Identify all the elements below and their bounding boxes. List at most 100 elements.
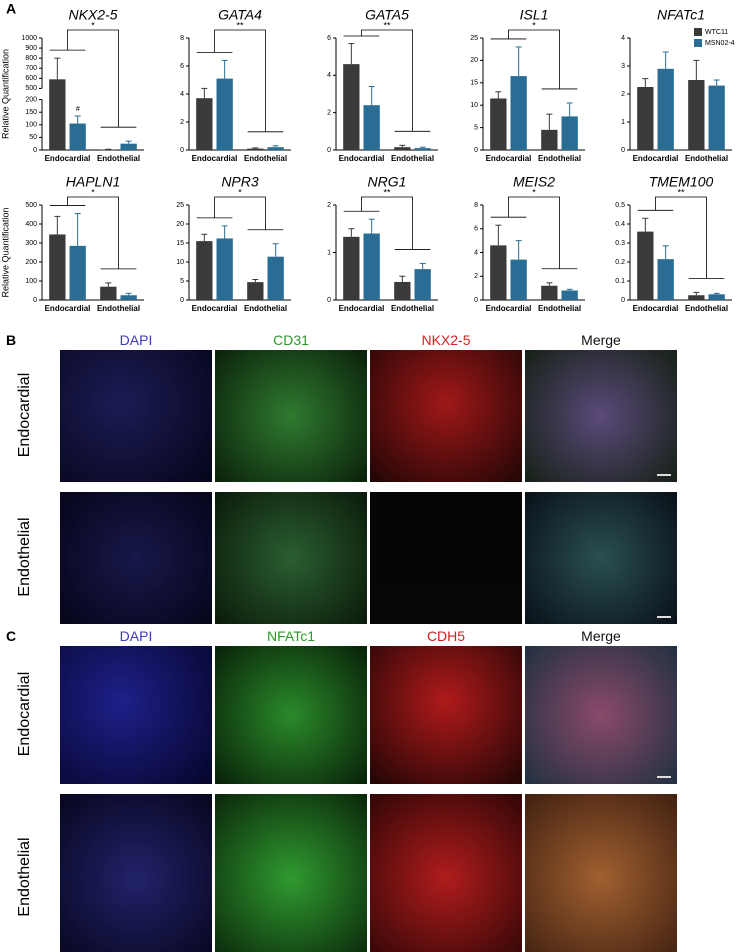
micrograph [60,492,212,624]
y-tick-label: 500 [25,202,37,209]
y-tick-label: 25 [176,202,184,209]
micrograph [215,646,367,784]
x-tick-label: Endothelial [538,304,581,313]
x-tick-label: Endothelial [391,154,434,163]
y-tick-label: 1 [327,249,331,256]
y-tick-label: 8 [474,202,478,209]
bar [69,245,86,300]
y-tick-label: 20 [470,57,478,64]
column-header: NFATc1 [267,628,315,644]
bar [394,281,411,300]
bar [363,105,380,150]
column-header: CDH5 [426,628,466,644]
bar [247,282,264,300]
row-label: Endothelial [16,837,33,917]
y-tick-label: 2 [180,119,184,126]
y-tick-label: 800 [25,55,37,62]
y-tick-label: 0 [327,147,331,154]
x-tick-label: Endocardial [633,154,679,163]
x-tick-label: Endothelial [244,154,287,163]
micrograph [60,350,212,482]
row-label: Endothelial [16,517,33,597]
bar [49,79,66,150]
column-header: Merge [581,628,621,644]
significance-bracket [49,29,137,128]
bar [657,259,674,300]
y-tick-label: 6 [474,226,478,233]
column-header: DAPI [119,332,153,348]
significance-bracket [490,29,578,90]
chart-title: TMEM100 [649,174,714,190]
y-tick-label: 500 [25,85,37,92]
x-tick-label: Endothelial [244,304,287,313]
y-tick-label: 0 [621,147,625,154]
column-header: CD31 [273,332,309,348]
scale-bar [657,776,671,778]
chart-title: GATA5 [365,7,409,23]
y-tick-label: 2 [621,91,625,98]
column-header: NKX2-5 [421,332,471,348]
legend-swatch [694,39,702,47]
panel-label: C [6,628,17,644]
y-tick-label: 2 [327,110,331,117]
y-tick-label: 50 [29,134,37,141]
y-tick-label: 200 [25,259,37,266]
y-tick-label: 3 [621,63,625,70]
y-tick-label: 2 [327,202,331,209]
significance-label: ** [383,20,391,30]
y-tick-label: 6 [180,63,184,70]
y-tick-label: 0 [474,147,478,154]
significance-bracket [343,196,431,250]
micrograph [215,492,367,624]
bar [196,98,213,150]
x-tick-label: Endocardial [45,304,91,313]
y-tick-label: 0 [474,297,478,304]
y-tick-label: 400 [25,221,37,228]
x-tick-label: Endocardial [192,154,238,163]
y-tick-label: 10 [176,259,184,266]
bar [100,149,117,150]
bar [414,269,431,300]
bar [561,290,578,300]
bar [343,64,360,150]
legend-swatch [694,28,702,36]
scale-bar [657,474,671,476]
x-tick-label: Endocardial [192,304,238,313]
panel-label: B [6,332,17,348]
legend-label: MSN02-4 [705,40,735,47]
y-tick-label: 0.1 [615,278,625,285]
x-tick-label: Endocardial [486,154,532,163]
bar [561,116,578,150]
y-tick-label: 300 [25,240,37,247]
significance-label: ** [236,20,244,30]
chart-title: MEIS2 [513,174,555,190]
bar [510,76,527,150]
y-tick-label: 0 [180,297,184,304]
bar [100,286,117,300]
x-tick-label: Endocardial [339,304,385,313]
bar [196,241,213,300]
y-tick-label: 0 [180,147,184,154]
x-tick-label: Endocardial [633,304,679,313]
bar [637,231,654,300]
y-tick-label: 150 [25,109,37,116]
chart-title: ISL1 [520,7,549,23]
x-tick-label: Endothelial [97,304,140,313]
chart-title: NKX2-5 [68,7,117,23]
micrograph [215,794,367,952]
y-tick-label: 1 [621,119,625,126]
y-tick-label: 0 [327,297,331,304]
y-tick-label: 0.5 [615,202,625,209]
y-tick-label: 25 [470,35,478,42]
y-tick-label: 200 [25,96,37,103]
y-tick-label: 5 [474,124,478,131]
y-tick-label: 600 [25,75,37,82]
bar [343,236,360,300]
x-tick-label: Endothelial [97,154,140,163]
bar [541,129,558,150]
bar [69,123,86,150]
y-axis-label: Relative Quantification [0,49,10,139]
y-tick-label: 1000 [21,35,37,42]
bar [541,285,558,300]
bar [708,294,725,300]
